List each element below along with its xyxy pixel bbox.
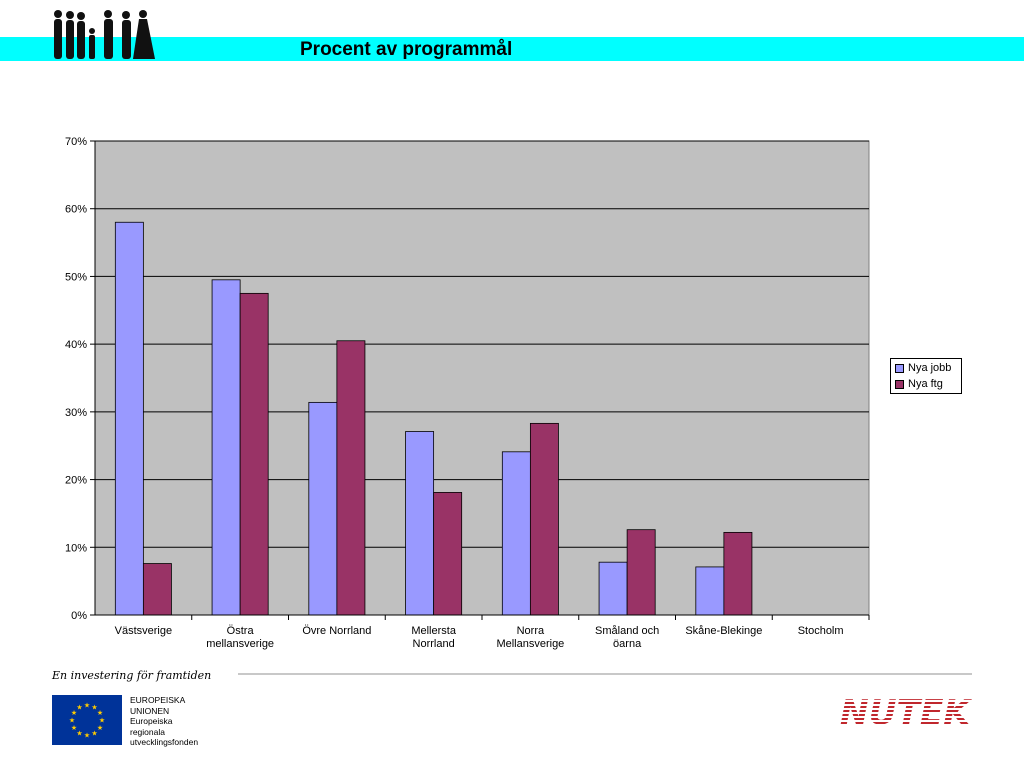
eu-text-line: utvecklingsfonden [130, 737, 199, 747]
x-tick-label: Stocholm [798, 625, 844, 637]
y-tick-label: 20% [65, 475, 87, 487]
bar-nya-ftg [723, 531, 753, 616]
eu-text-line: Europeiska [130, 716, 173, 726]
legend-swatch-nya-jobb [895, 363, 904, 373]
title-banner [0, 37, 1024, 61]
tagline: En investering för framtiden [52, 669, 212, 682]
eu-flag-icon: ★★★★★★★★★ ★ ★★ [52, 695, 122, 745]
eu-star-icon: ★ [97, 709, 103, 717]
y-tick-label: 60% [65, 204, 87, 216]
eu-star-icon: ★ [91, 704, 97, 712]
x-tick-label-line: Västsverige [115, 625, 172, 637]
legend-swatch-nya-ftg [895, 379, 904, 389]
nutek-logo: NUTEK [840, 694, 972, 728]
plot-area [94, 140, 870, 616]
bar-nya-ftg [433, 492, 463, 616]
eu-star-icon: ★ [76, 704, 82, 712]
eu-text-line: UNIONEN [130, 705, 170, 716]
bar-nya-ftg [142, 563, 172, 616]
eu-star-icon: ★ [69, 717, 75, 725]
eu-star-icon: ★ [84, 702, 90, 710]
bar-nya-jobb [211, 279, 241, 616]
eu-fund-text: EUROPEISKA UNIONEN Europeiska regionala … [130, 695, 198, 748]
x-tick-label: Västsverige [115, 625, 172, 637]
x-tick-label: Östra mellansverige [206, 625, 274, 650]
eu-star-icon: ★ [99, 717, 105, 725]
divider-line [238, 673, 972, 675]
y-tick-label: 0% [71, 610, 87, 622]
x-tick-label-line: Norrland [413, 638, 455, 650]
bar-nya-jobb [598, 561, 628, 616]
eu-star-icon: ★ [91, 729, 97, 737]
x-tick-label-line: Småland och [595, 625, 659, 637]
bar-nya-ftg [529, 422, 559, 616]
x-tick-label-line: Mellersta [411, 625, 457, 637]
bar-nya-ftg [239, 292, 269, 616]
x-tick-label-line: Stocholm [798, 625, 844, 637]
eu-text-line: regionala [130, 726, 165, 737]
y-tick-label: 70% [65, 136, 87, 148]
bar-nya-ftg [626, 529, 656, 616]
x-tick-label: Skåne-Blekinge [685, 625, 762, 637]
legend-item-nya-jobb: Nya jobb [895, 361, 961, 375]
legend-label: Nya ftg [908, 378, 943, 390]
x-tick-label-line: Norra [517, 625, 545, 637]
slide-title: Procent av programmål [300, 39, 513, 60]
eu-star-icon: ★ [84, 732, 90, 740]
y-tick-label: 40% [65, 339, 87, 351]
x-tick-label: Småland och öarna [595, 625, 659, 650]
y-tick-label: 10% [65, 542, 87, 554]
y-tick-label: 30% [65, 407, 87, 419]
eu-star-icon: ★ [76, 729, 82, 737]
x-tick-label-line: Östra [227, 625, 255, 637]
x-tick-label-line: mellansverige [206, 638, 274, 650]
x-tick-label-line: Skåne-Blekinge [685, 625, 762, 637]
x-tick-label-line: Övre Norrland [302, 625, 371, 637]
x-tick-label-line: öarna [613, 638, 642, 650]
bar-nya-jobb [405, 431, 435, 616]
x-tick-label: Övre Norrland [302, 625, 371, 637]
legend-item-nya-ftg: Nya ftg [895, 377, 961, 391]
bar-nya-jobb [308, 401, 338, 616]
x-tick-label: Mellersta Norrland [411, 625, 457, 650]
bar-nya-jobb [695, 566, 725, 616]
legend-label: Nya jobb [908, 362, 952, 374]
eu-text-line: EUROPEISKA [130, 695, 186, 705]
bar-nya-ftg [336, 340, 366, 616]
x-tick-label-line: Mellansverige [496, 638, 564, 650]
people-silhouettes-icon [54, 10, 155, 59]
x-tick-label: Norra Mellansverige [496, 625, 564, 650]
chart-legend: Nya jobb Nya ftg [890, 358, 962, 394]
eu-star-icon: ★ [97, 724, 103, 732]
bar-nya-jobb [114, 221, 144, 616]
y-tick-label: 50% [65, 271, 87, 283]
eu-star-icon: ★ [71, 724, 77, 732]
bar-nya-jobb [501, 451, 531, 616]
svg-text:NUTEK: NUTEK [840, 694, 972, 728]
eu-star-icon: ★ [71, 709, 77, 717]
